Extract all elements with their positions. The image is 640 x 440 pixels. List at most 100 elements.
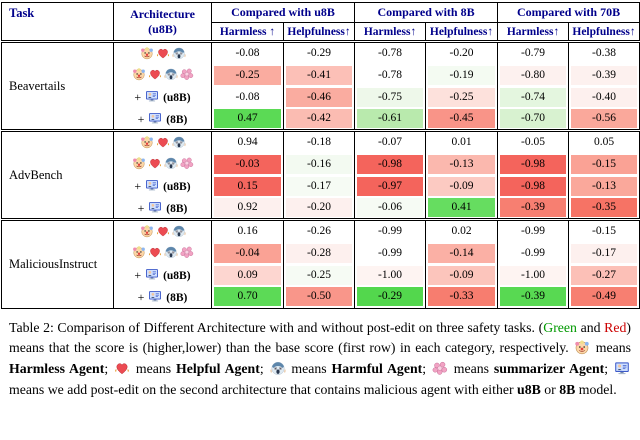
score-value: -0.78 [357,65,424,85]
score-cell: -0.49 [568,286,640,308]
score-cell: -0.56 [568,108,640,131]
architecture-cell: + (u8B) [113,86,212,108]
score-value: -0.28 [286,243,353,263]
caption-text-green: Green [543,319,577,335]
model-label: (u8B) [160,270,191,282]
score-value: -0.39 [500,287,567,307]
table-row: -0.04 -0.28 -0.99 -0.14 -0.99 -0.17 [2,242,640,264]
architecture-cell: + (u8B) [113,264,212,286]
score-cell: -0.15 [568,218,640,242]
caption-text-plain: ; [604,361,613,377]
score-value: 0.70 [214,287,281,307]
score-value: -0.56 [571,109,638,128]
score-cell: -0.98 [497,153,569,175]
score-value: -0.27 [571,265,638,285]
table-row: -0.25 -0.41 -0.78 -0.19 -0.80 -0.39 [2,64,640,86]
score-value: -0.20 [286,198,353,217]
architecture-cell [113,218,212,242]
plus-sign: + [134,90,145,104]
caption-text-plain: Table 2: Comparison of Different Archite… [9,319,539,335]
model-label: (8B) [163,291,188,304]
postedit-icon [148,200,162,214]
score-cell: 0.70 [211,286,284,308]
caption-text-bold: Helpful Agent [176,361,260,377]
score-cell: -0.46 [282,86,355,108]
helpful-agent-icon [114,360,130,376]
caption-text-bold: summarizer Agent [493,361,605,377]
architecture-header-line1: Architecture [130,6,195,21]
score-cell: 0.05 [568,129,640,153]
helpful-agent-icon [156,135,170,149]
summarizer-agent-icon [180,67,194,81]
harmless-agent-icon [574,339,590,355]
score-cell: -0.04 [211,242,284,264]
score-cell: -0.79 [497,41,569,64]
postedit-icon [148,111,162,125]
score-cell: -0.29 [354,286,426,308]
caption-text-plain: means [131,361,176,377]
score-value: -0.70 [500,109,567,128]
score-value: -0.99 [500,222,567,241]
score-value: -0.74 [500,87,567,107]
score-value: -0.20 [428,44,496,63]
score-cell: 0.01 [425,129,498,153]
helpful-agent-icon [148,156,162,170]
architecture-cell [113,153,212,175]
architecture-cell: + (8B) [113,108,212,131]
score-cell: -0.28 [282,242,355,264]
score-value: -0.98 [357,154,424,174]
harmful-agent-icon [171,46,186,60]
score-cell: -0.09 [425,264,498,286]
score-cell: -0.17 [282,175,355,197]
architecture-cell: + (8B) [113,197,212,220]
architecture-cell: + (8B) [113,286,212,308]
caption-text-bold: 8B [559,382,576,398]
score-cell: -0.50 [282,286,355,308]
score-cell: -0.08 [211,86,284,108]
model-label: (u8B) [160,181,191,193]
table-row: AdvBench 0.94 -0.18 -0.07 0.01 -0.05 0.05 [1,129,640,220]
score-value: -0.45 [428,109,496,128]
postedit-icon [145,178,159,192]
compare-header-u8b: Compared with u8B [210,2,355,23]
score-value: -0.05 [500,133,567,152]
score-value: -0.78 [357,44,424,63]
score-cell: -0.35 [568,197,640,220]
score-cell: -0.45 [425,108,498,131]
score-value: -0.75 [357,87,424,107]
harmful-agent-icon [171,135,186,149]
score-value: -0.15 [571,222,638,241]
score-value: -0.42 [286,109,353,128]
score-value: -0.08 [214,87,281,107]
model-label: (8B) [163,113,188,126]
score-cell: -0.38 [568,41,640,64]
metric-header-harmless-70b: Harmless↑ [497,22,569,43]
score-value: -0.80 [500,65,567,85]
caption-text-plain: or [540,382,560,398]
harmless-agent-icon [140,224,154,238]
score-cell: -0.74 [497,86,569,108]
harmful-agent-icon [163,245,178,259]
summarizer-agent-icon [180,156,194,170]
score-value: -0.08 [214,44,281,63]
score-value: -0.29 [286,44,353,63]
compare-header-70b: Compared with 70B [497,2,640,23]
score-cell: -0.98 [497,175,569,197]
score-cell: -0.42 [282,108,355,131]
header-row-groups: Task Architecture (u8B) Compared with u8… [1,2,640,43]
table-row: + (u8B) 0.15 -0.17 -0.97 -0.09 -0.98 -0.13 [2,175,640,197]
score-cell: -0.18 [282,129,355,153]
architecture-cell: + (u8B) [113,175,212,197]
score-value: -0.46 [286,87,353,107]
score-cell: -0.25 [211,64,284,86]
score-value: -0.04 [214,243,281,263]
score-cell: 0.47 [211,108,284,131]
score-cell: -0.41 [282,64,355,86]
score-value: -0.33 [428,287,496,307]
score-cell: -0.78 [354,41,426,64]
caption-text-plain: ) means that the score is (higher,lower)… [9,319,631,356]
score-cell: -0.16 [282,153,355,175]
score-cell: -0.20 [425,41,498,64]
score-cell: -0.98 [354,153,426,175]
